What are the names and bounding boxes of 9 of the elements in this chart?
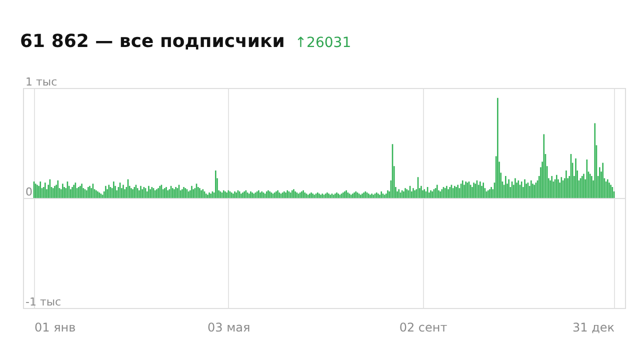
x-tick-label: 31 дек xyxy=(572,320,614,334)
y-tick-label: 0 xyxy=(26,186,32,198)
y-tick-label: -1 тыс xyxy=(26,296,62,308)
x-tick-label: 01 янв xyxy=(34,320,76,334)
chart-title: 61 862 — все подписчики xyxy=(20,31,285,52)
y-tick-label: 1 тыс xyxy=(26,76,58,88)
x-tick-label: 03 мая xyxy=(208,320,250,334)
x-tick-label: 02 сент xyxy=(399,320,448,334)
chart-subtitle: ↑26031 xyxy=(294,35,352,51)
